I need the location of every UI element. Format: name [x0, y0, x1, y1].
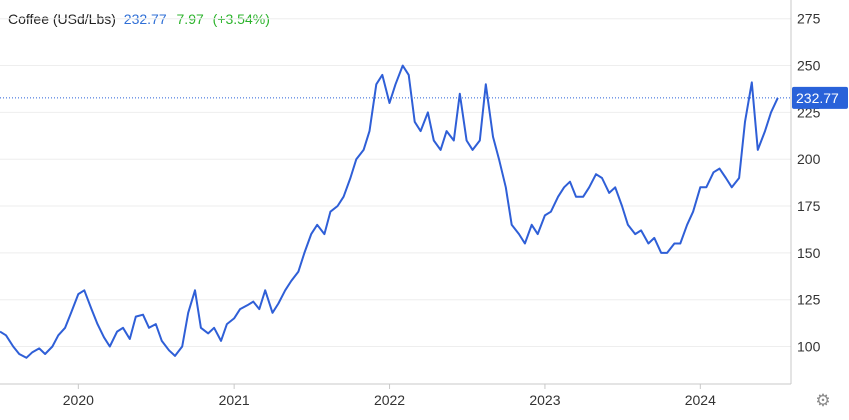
x-tick-label: 2022: [374, 392, 405, 408]
x-tick-label: 2024: [685, 392, 716, 408]
series-line-coffee: [0, 64, 779, 359]
y-tick-label: 150: [797, 245, 821, 261]
y-tick-label: 125: [797, 292, 821, 308]
last-price-tag-label: 232.77: [796, 90, 839, 106]
x-tick-label: 2020: [63, 392, 94, 408]
x-tick-label: 2021: [219, 392, 250, 408]
y-tick-label: 200: [797, 151, 821, 167]
gridlines: [0, 18, 791, 348]
y-tick-label: 100: [797, 339, 821, 355]
y-tick-label: 175: [797, 198, 821, 214]
x-tick-label: 2023: [529, 392, 560, 408]
x-axis-ticks: 2020 2021 2022 2023 2024: [63, 384, 716, 408]
gear-icon[interactable]: ⚙: [815, 391, 831, 410]
last-price-tag: 232.77: [792, 86, 848, 109]
last-price-tag-bg: [792, 86, 848, 109]
y-tick-label: 250: [797, 58, 821, 74]
y-tick-label: 275: [797, 11, 821, 27]
